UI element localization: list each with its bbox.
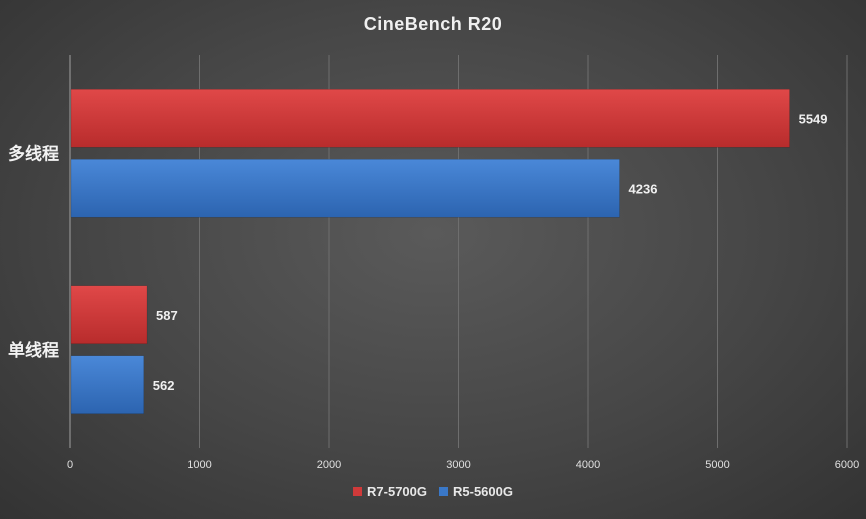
category-label: 单线程 <box>8 340 59 360</box>
legend-label: R5-5600G <box>453 484 513 499</box>
category-label: 多线程 <box>8 143 59 163</box>
x-tick-label: 0 <box>67 459 73 471</box>
data-label: 587 <box>156 308 178 323</box>
chart-title: CineBench R20 <box>364 14 503 34</box>
bar-r5-5600g <box>70 355 145 414</box>
x-tick-label: 2000 <box>317 459 341 471</box>
x-tick-label: 5000 <box>705 459 729 471</box>
legend-swatch <box>353 487 363 496</box>
x-tick-label: 1000 <box>187 459 211 471</box>
x-tick-label: 6000 <box>835 459 859 471</box>
x-tick-label: 3000 <box>446 459 470 471</box>
data-label: 5549 <box>799 111 828 126</box>
bar-r7-5700g <box>70 89 790 148</box>
data-label: 4236 <box>629 181 658 196</box>
x-tick-label: 4000 <box>576 459 600 471</box>
data-label: 562 <box>153 378 175 393</box>
legend-swatch <box>439 487 448 496</box>
legend-label: R7-5700G <box>367 484 427 499</box>
legend: R7-5700G R5-5600G <box>353 484 513 499</box>
bar-r5-5600g <box>70 159 620 218</box>
bars <box>70 89 790 414</box>
x-axis-ticks: 0 1000 2000 3000 4000 5000 6000 <box>67 459 859 471</box>
data-labels: 5549 4236 587 562 <box>153 111 828 393</box>
bar-r7-5700g <box>70 285 148 344</box>
